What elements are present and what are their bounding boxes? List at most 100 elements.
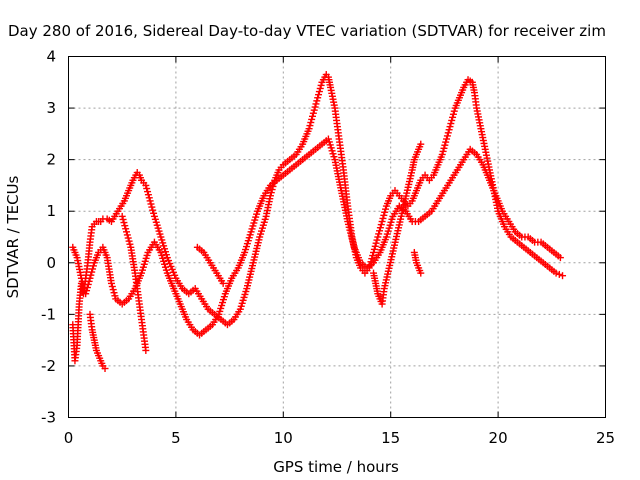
series-2 [86,310,109,373]
y-tick-label: 3 [46,99,56,117]
series-5 [410,248,425,277]
data-point [314,94,322,102]
data-point [449,110,457,118]
data-point [122,228,130,236]
data-point [109,286,117,294]
series-1 [69,135,564,339]
data-point [266,192,274,200]
data-point [417,140,425,148]
data-point [123,231,131,239]
plot-frame [68,56,606,418]
series-0 [69,71,567,365]
data-point [268,186,276,194]
data-point [89,265,97,273]
data-point [144,191,152,199]
data-point [219,279,227,287]
data-point [309,109,317,117]
data-point [438,150,446,158]
data-point [82,290,90,298]
data-point [374,233,382,241]
data-point [147,200,155,208]
x-tick-label: 5 [171,429,181,447]
data-point [78,277,86,285]
data-point [371,242,379,250]
data-point [379,214,387,222]
data-point [373,236,381,244]
y-tick-label: -3 [41,409,56,427]
data-point [380,211,388,219]
data-point [311,103,319,111]
x-axis-label: GPS time / hours [273,458,399,476]
y-tick-label: 2 [46,151,56,169]
y-tick-label: -1 [41,305,56,323]
data-point [313,97,321,105]
data-point [552,269,560,277]
data-point [89,262,97,270]
data-point [85,277,93,285]
grid-lines [68,56,606,418]
data-point [308,115,316,123]
data-point [378,218,386,226]
data-point [77,274,85,282]
data-point [142,346,150,354]
data-point [368,255,376,263]
data-point [142,181,150,189]
data-point [122,225,130,233]
data-point [443,135,451,143]
x-tick-label: 0 [64,429,74,447]
data-point [121,222,129,230]
data-point [150,209,158,217]
data-point [370,248,378,256]
data-point [87,271,95,279]
data-point [439,147,447,155]
data-point [376,224,384,232]
y-tick-label: -2 [41,357,56,375]
data-point [446,123,454,131]
x-tick-label: 20 [489,429,508,447]
y-tick-label: 0 [46,254,56,272]
data-point [376,227,384,235]
data-point [441,141,449,149]
data-point [119,215,127,223]
data-point [305,125,313,133]
data-point [382,205,390,213]
data-point [118,212,126,220]
data-point [108,283,116,291]
chart-title: Day 280 of 2016, Sidereal Day-to-day VTE… [8,22,606,40]
data-point [559,272,567,280]
data-point [381,208,389,216]
data-point [146,197,154,205]
series-4 [370,140,425,308]
y-axis-label: SDTVAR / TECUs [4,175,22,298]
data-point [101,365,109,373]
data-point [148,203,156,211]
data-point [448,116,456,124]
data-point [444,129,452,137]
data-point [447,120,455,128]
data-point [316,84,324,92]
data-point [440,144,448,152]
data-point [111,292,119,300]
data-point [312,100,320,108]
data-point [445,126,453,134]
data-point [443,132,451,140]
data-point [555,270,563,278]
data-point [442,138,450,146]
data-point [315,88,323,96]
data-point [126,240,134,248]
series-3 [118,212,150,354]
data-point [372,239,380,247]
data-point [149,206,157,214]
series-6 [193,243,227,287]
data-point [124,234,132,242]
data-point [310,106,318,114]
data-point [88,268,96,276]
data-point [417,269,425,277]
y-tick-label: 1 [46,202,56,220]
data-point [86,274,94,282]
data-point [375,230,383,238]
data-point [307,119,315,127]
data-point [110,289,118,297]
data-points [69,71,567,373]
